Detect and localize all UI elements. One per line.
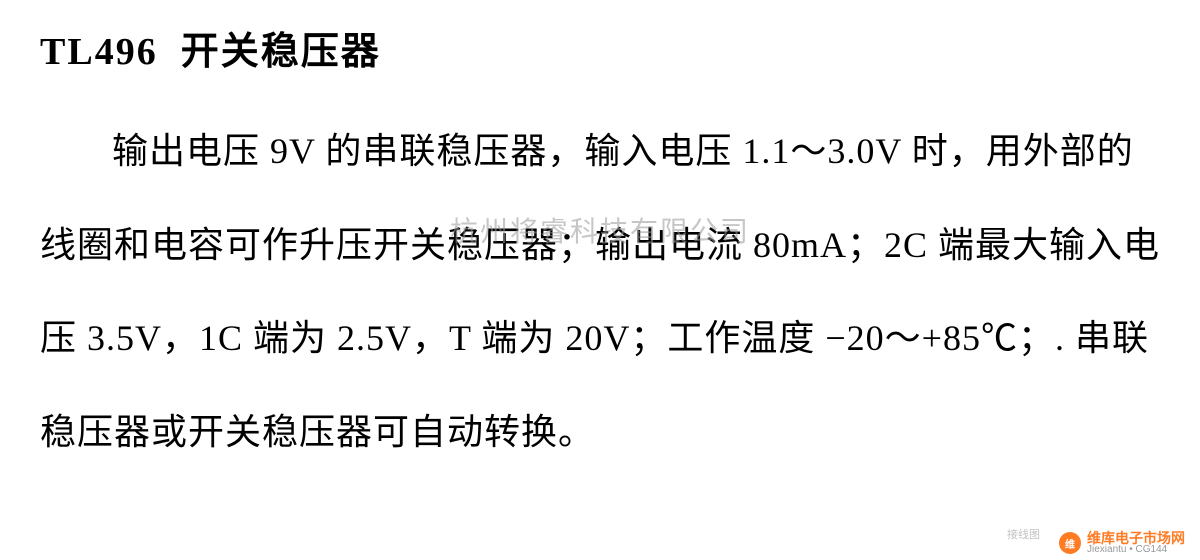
document-title: TL496 开关稳压器 — [40, 20, 1160, 75]
watermark-bottom: 维 维库电子市场网 Jiexiantu • CG144 — [1059, 531, 1185, 555]
watermark-brand-sub: Jiexiantu • CG144 — [1087, 545, 1185, 555]
document-body: 输出电压 9V 的串联稳压器，输入电压 1.1～3.0V 时，用外部的线圈和电容… — [40, 105, 1160, 479]
document-page: TL496 开关稳压器 输出电压 9V 的串联稳压器，输入电压 1.1～3.0V… — [0, 0, 1200, 560]
chip-name: 开关稳压器 — [181, 31, 381, 73]
watermark-small: 接线图 — [1007, 526, 1040, 542]
watermark-text-group: 维库电子市场网 Jiexiantu • CG144 — [1087, 531, 1185, 555]
watermark-logo-text: 维 — [1065, 536, 1075, 551]
chip-model: TL496 — [40, 31, 158, 73]
watermark-brand-main: 维库电子市场网 — [1087, 531, 1185, 545]
watermark-logo-icon: 维 — [1059, 532, 1081, 554]
